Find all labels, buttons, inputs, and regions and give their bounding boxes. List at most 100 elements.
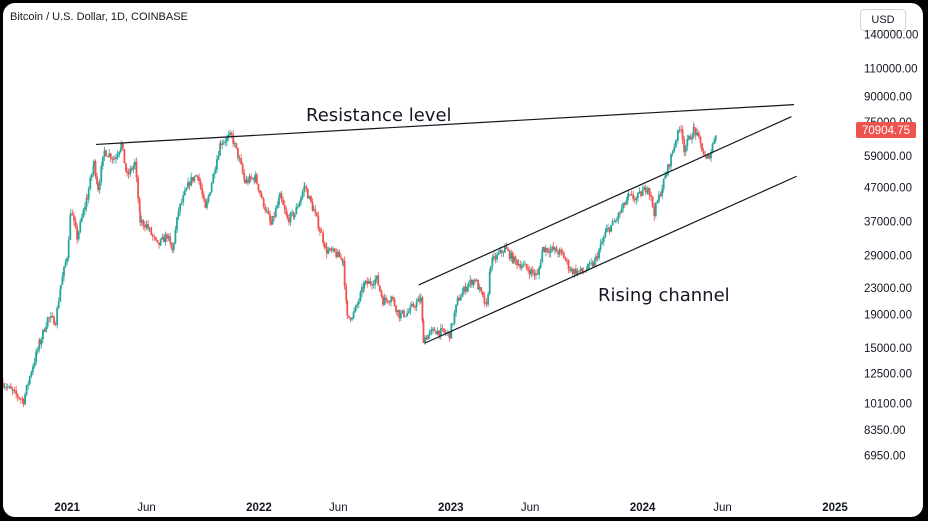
candle-body [310, 196, 312, 202]
candle-body [453, 312, 456, 324]
candle-body [651, 196, 654, 207]
candle-body [658, 194, 660, 202]
candle-body [24, 394, 26, 405]
candle-body [98, 182, 101, 190]
candle-body [298, 202, 301, 207]
candle-body [578, 270, 580, 272]
candle-body [327, 250, 330, 254]
candle-body [432, 328, 434, 330]
candle-body [673, 147, 676, 152]
candle-body [300, 197, 302, 203]
candle-body [229, 132, 231, 136]
candle-body [142, 220, 145, 226]
candle-body [280, 193, 283, 200]
candle-body [64, 262, 67, 267]
candle-body [406, 313, 409, 317]
candle-body [617, 212, 620, 220]
candle-body [46, 317, 49, 327]
candle-body [340, 257, 342, 259]
candle-body [103, 150, 106, 157]
candle-body [92, 165, 95, 175]
candle-body [169, 236, 172, 243]
candle-body [567, 260, 570, 269]
candle-body [101, 156, 104, 166]
candle-body [130, 168, 133, 170]
candle-body [474, 279, 476, 282]
candle-body [150, 227, 153, 235]
candle-body [613, 221, 616, 222]
candle-body [689, 136, 692, 140]
candle-body [100, 165, 103, 183]
candle-body [289, 213, 292, 223]
candle-body [338, 251, 341, 258]
candle-body [632, 194, 635, 200]
candle-body [57, 301, 60, 308]
currency-button[interactable]: USD [860, 9, 906, 31]
candle-body [656, 201, 659, 203]
candle-body [579, 268, 582, 271]
candle-body [699, 136, 702, 144]
candle-body [366, 280, 369, 284]
candle-body [188, 182, 191, 186]
candle-body [148, 227, 151, 229]
price-tick-label: 8350.00 [864, 425, 906, 437]
candle-body [530, 269, 533, 275]
price-tick-label: 19000.00 [864, 310, 912, 322]
candle-body [641, 190, 644, 196]
candle-body [560, 249, 563, 251]
candle-body [404, 316, 407, 317]
candle-body [11, 388, 14, 391]
candle-body [508, 250, 511, 259]
candle-body [139, 211, 142, 223]
trend-line [424, 175, 797, 344]
candle-body [243, 179, 246, 183]
candle-body [469, 279, 472, 284]
candle-body [250, 176, 252, 179]
candle-body [549, 249, 552, 253]
candle-body [213, 172, 216, 174]
candle-body [241, 163, 244, 173]
candle-body [109, 153, 112, 159]
candle-body [87, 189, 90, 200]
candle-body [546, 248, 549, 252]
price-tick-label: 15000.00 [864, 343, 912, 355]
candle-body [385, 297, 388, 300]
candle-body [174, 229, 177, 244]
candle-body [520, 266, 523, 269]
candle-body [539, 262, 542, 268]
candle-body [395, 305, 398, 312]
candle-body [418, 298, 421, 302]
candle-body [162, 236, 165, 243]
price-tick-label: 12500.00 [864, 368, 912, 380]
candle-body [129, 168, 132, 175]
candle-body [487, 294, 490, 305]
candle-body [448, 332, 451, 339]
candle-body [67, 239, 70, 258]
price-chart[interactable]: Resistance level Rising channel 140000.00… [3, 3, 923, 517]
candle-body [159, 239, 162, 246]
candle-body [127, 172, 130, 175]
candle-body [207, 195, 210, 202]
price-tick-label: 59000.00 [864, 151, 912, 163]
candle-body [82, 209, 85, 218]
candle-body [21, 399, 24, 400]
candle-body [627, 194, 629, 201]
candle-body [153, 236, 156, 238]
candle-body [27, 383, 30, 385]
price-tick-label: 90000.00 [864, 92, 912, 104]
candle-body [59, 284, 62, 290]
candle-body [444, 331, 447, 334]
candle-body [305, 186, 308, 190]
last-price-marker: 70904.75 [856, 122, 916, 139]
candle-body [238, 158, 241, 159]
candle-body [237, 148, 239, 159]
candle-body [630, 194, 633, 195]
candle-body [650, 194, 652, 197]
candle-body [684, 146, 687, 153]
candle-body [113, 158, 116, 160]
candle-body [701, 143, 703, 152]
candle-body [535, 273, 537, 276]
candle-body [461, 292, 464, 298]
candle-body [608, 227, 611, 232]
annotation-layer: Resistance level Rising channel [95, 104, 797, 344]
